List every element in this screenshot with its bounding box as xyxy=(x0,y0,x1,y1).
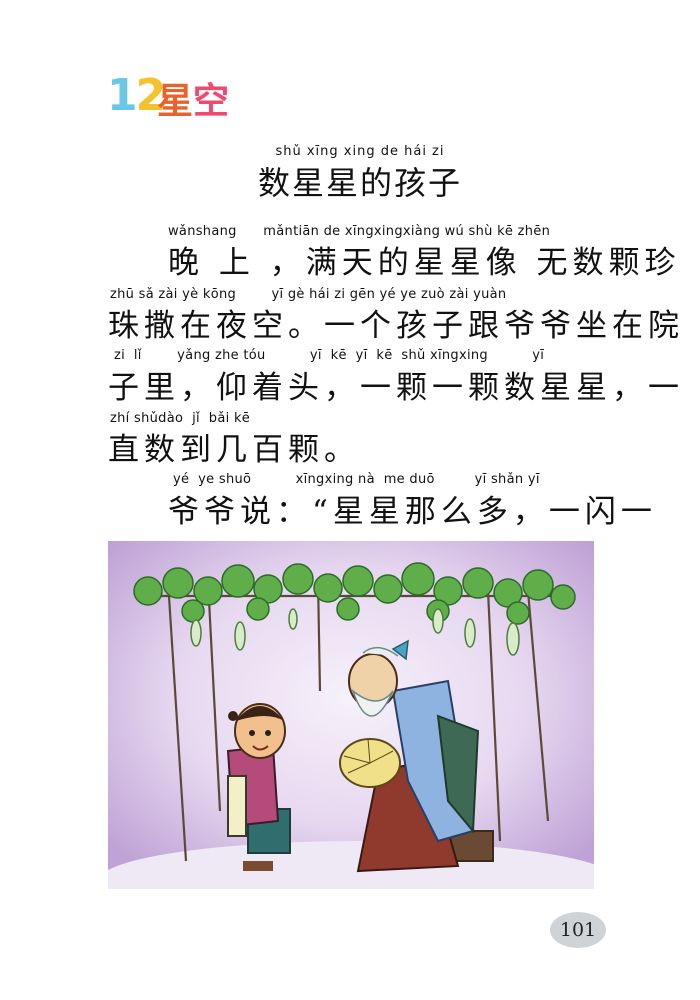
story-title: 数星星的孩子 xyxy=(257,164,462,202)
lesson-number: 12 xyxy=(107,70,167,121)
line-5-pinyin: yé ye shuō xīngxing nà me duō yī shǎn yī xyxy=(173,472,540,487)
page-number-badge: 101 xyxy=(550,912,606,948)
line-4-hanzi: 直数到几百颗。 xyxy=(108,432,360,468)
line-2-hanzi: 珠撒在夜空。一个孩子跟爷爷坐在院 xyxy=(108,308,684,344)
line-3-hanzi: 子里，仰着头，一颗一颗数星星，一 xyxy=(108,370,684,406)
story-illustration xyxy=(108,541,594,889)
grandfather-child-illustration xyxy=(108,541,594,889)
grandfather-figure xyxy=(339,639,494,873)
line-1-hanzi: 晚 上 ，满天的星星像 无数颗珍 xyxy=(168,245,681,281)
line-5-hanzi: 爷爷说：“星星那么多，一闪一 xyxy=(168,494,657,530)
line-4-pinyin: zhí shǔdào jǐ bǎi kē xyxy=(110,411,251,426)
lesson-number-digit-2: 2 xyxy=(135,70,167,121)
line-1-pinyin: wǎnshang mǎntiān de xīngxingxiàng wú shù… xyxy=(168,224,551,239)
lesson-title-char-2: 空 xyxy=(193,81,230,122)
lesson-title: 星空 xyxy=(157,72,229,124)
line-2-pinyin: zhū sǎ zài yè kōng yī gè hái zi gēn yé y… xyxy=(110,287,507,302)
story-title-pinyin: shǔ xīng xing de hái zi xyxy=(275,144,445,159)
child-figure xyxy=(226,703,291,871)
page-number: 101 xyxy=(559,919,597,941)
lesson-number-digit-1: 1 xyxy=(107,70,138,121)
lesson-title-char-1: 星 xyxy=(157,81,194,122)
line-3-pinyin: zi lǐ yǎng zhe tóu yī kē yī kē shǔ xīngx… xyxy=(114,348,545,363)
